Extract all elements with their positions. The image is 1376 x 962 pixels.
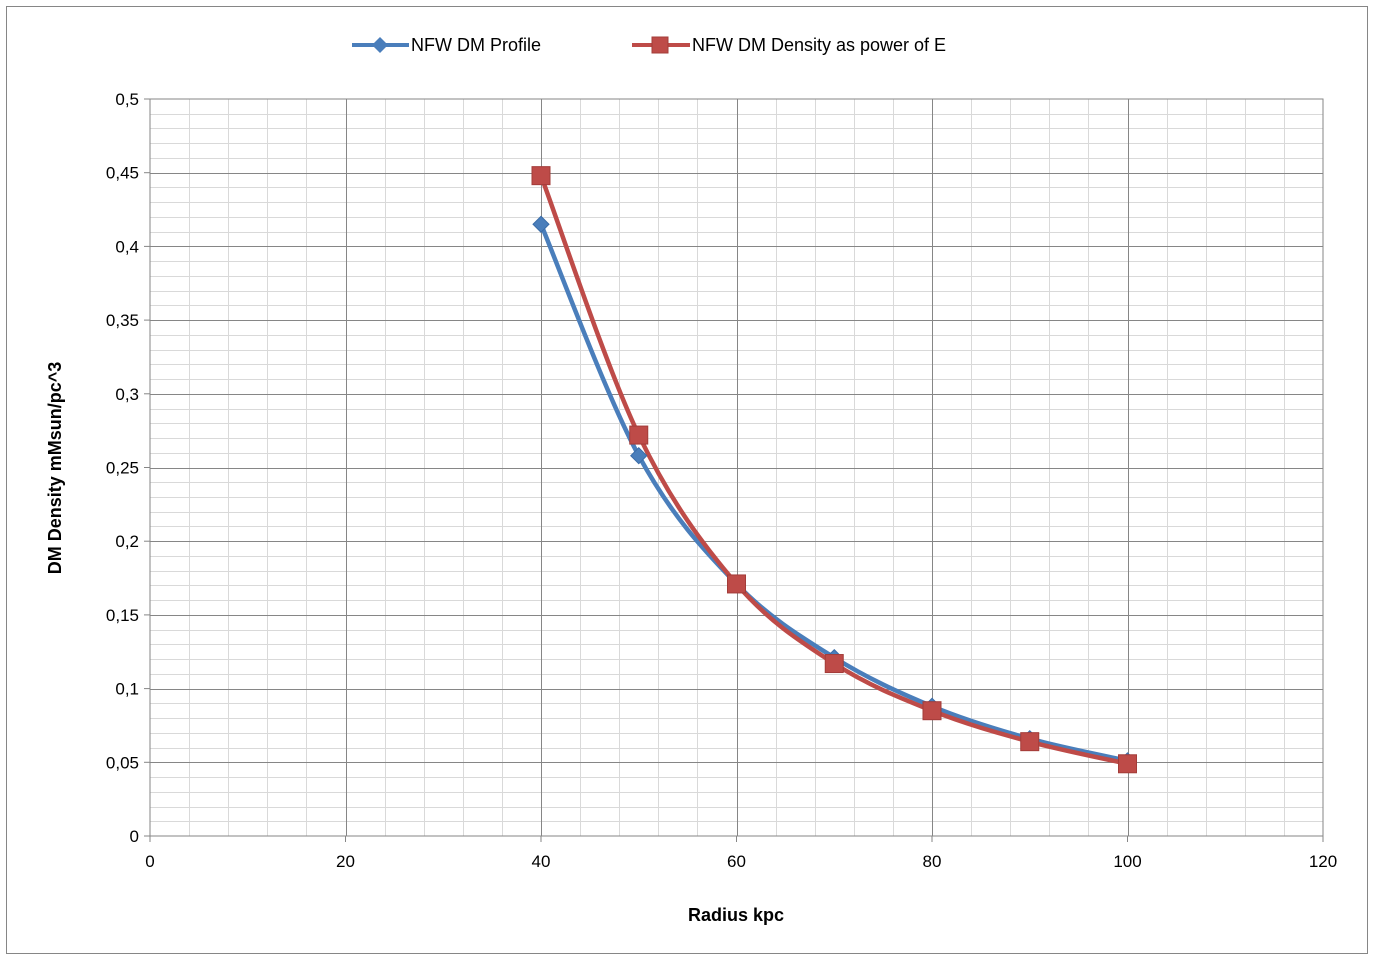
data-point-square <box>1118 754 1137 774</box>
legend-marker-square-icon <box>651 36 669 54</box>
x-tick-label: 60 <box>727 852 746 871</box>
data-point-square <box>531 166 551 186</box>
y-axis-ticks: 0 0,05 0,1 0,15 0,2 0,25 0,3 0,35 0,4 0,45 0,5 <box>106 90 150 846</box>
y-tick-label: 0,2 <box>115 532 139 551</box>
y-tick-label: 0,45 <box>106 164 139 183</box>
y-tick-label: 0,3 <box>115 385 139 404</box>
y-tick-label: 0,35 <box>106 311 139 330</box>
data-point-diamond <box>630 447 648 465</box>
data-point-square <box>922 701 942 721</box>
legend-item-nfw-dm-profile: NFW DM Profile <box>352 35 541 55</box>
y-tick-label: 0,25 <box>106 459 139 478</box>
minor-gridlines <box>150 99 1323 836</box>
major-gridlines <box>150 99 1323 836</box>
y-axis-title: DM Density mMsun/pc^3 <box>45 362 65 575</box>
y-tick-label: 0,1 <box>115 680 139 699</box>
series-1 <box>538 222 1130 764</box>
legend-item-nfw-dm-density-power-e: NFW DM Density as power of E <box>632 35 946 55</box>
series-1-markers <box>532 215 1137 770</box>
series-2-markers <box>531 166 1137 774</box>
y-tick-label: 0,5 <box>115 90 139 109</box>
plot-area-border <box>149 98 1324 837</box>
data-point-square <box>629 425 649 445</box>
chart-area <box>6 6 1368 954</box>
data-point-diamond <box>532 215 550 233</box>
y-tick-label: 0,4 <box>115 237 139 256</box>
x-tick-label: 40 <box>532 852 551 871</box>
series-2 <box>538 173 1130 767</box>
x-tick-label: 80 <box>923 852 942 871</box>
x-tick-label: 120 <box>1309 852 1337 871</box>
legend: NFW DM Profile NFW DM Density as power o… <box>352 35 946 55</box>
data-point-square <box>727 574 746 594</box>
series-line <box>538 222 1130 764</box>
y-tick-label: 0,15 <box>106 606 139 625</box>
x-tick-label: 100 <box>1113 852 1141 871</box>
legend-marker-diamond-icon <box>372 37 388 53</box>
series-layer <box>531 166 1137 774</box>
y-tick-label: 0 <box>130 827 139 846</box>
y-tick-label: 0,05 <box>106 753 139 772</box>
series-line <box>538 173 1130 767</box>
x-tick-label: 20 <box>336 852 355 871</box>
legend-label-nfw-dm-profile: NFW DM Profile <box>411 35 541 55</box>
x-tick-label: 0 <box>145 852 154 871</box>
x-axis-title: Radius kpc <box>688 905 784 925</box>
data-point-square <box>824 654 844 674</box>
x-axis-ticks: 0 20 40 60 80 100 120 <box>145 836 1337 871</box>
data-point-square <box>1020 732 1040 752</box>
legend-label-nfw-dm-density-power-e: NFW DM Density as power of E <box>692 35 946 55</box>
